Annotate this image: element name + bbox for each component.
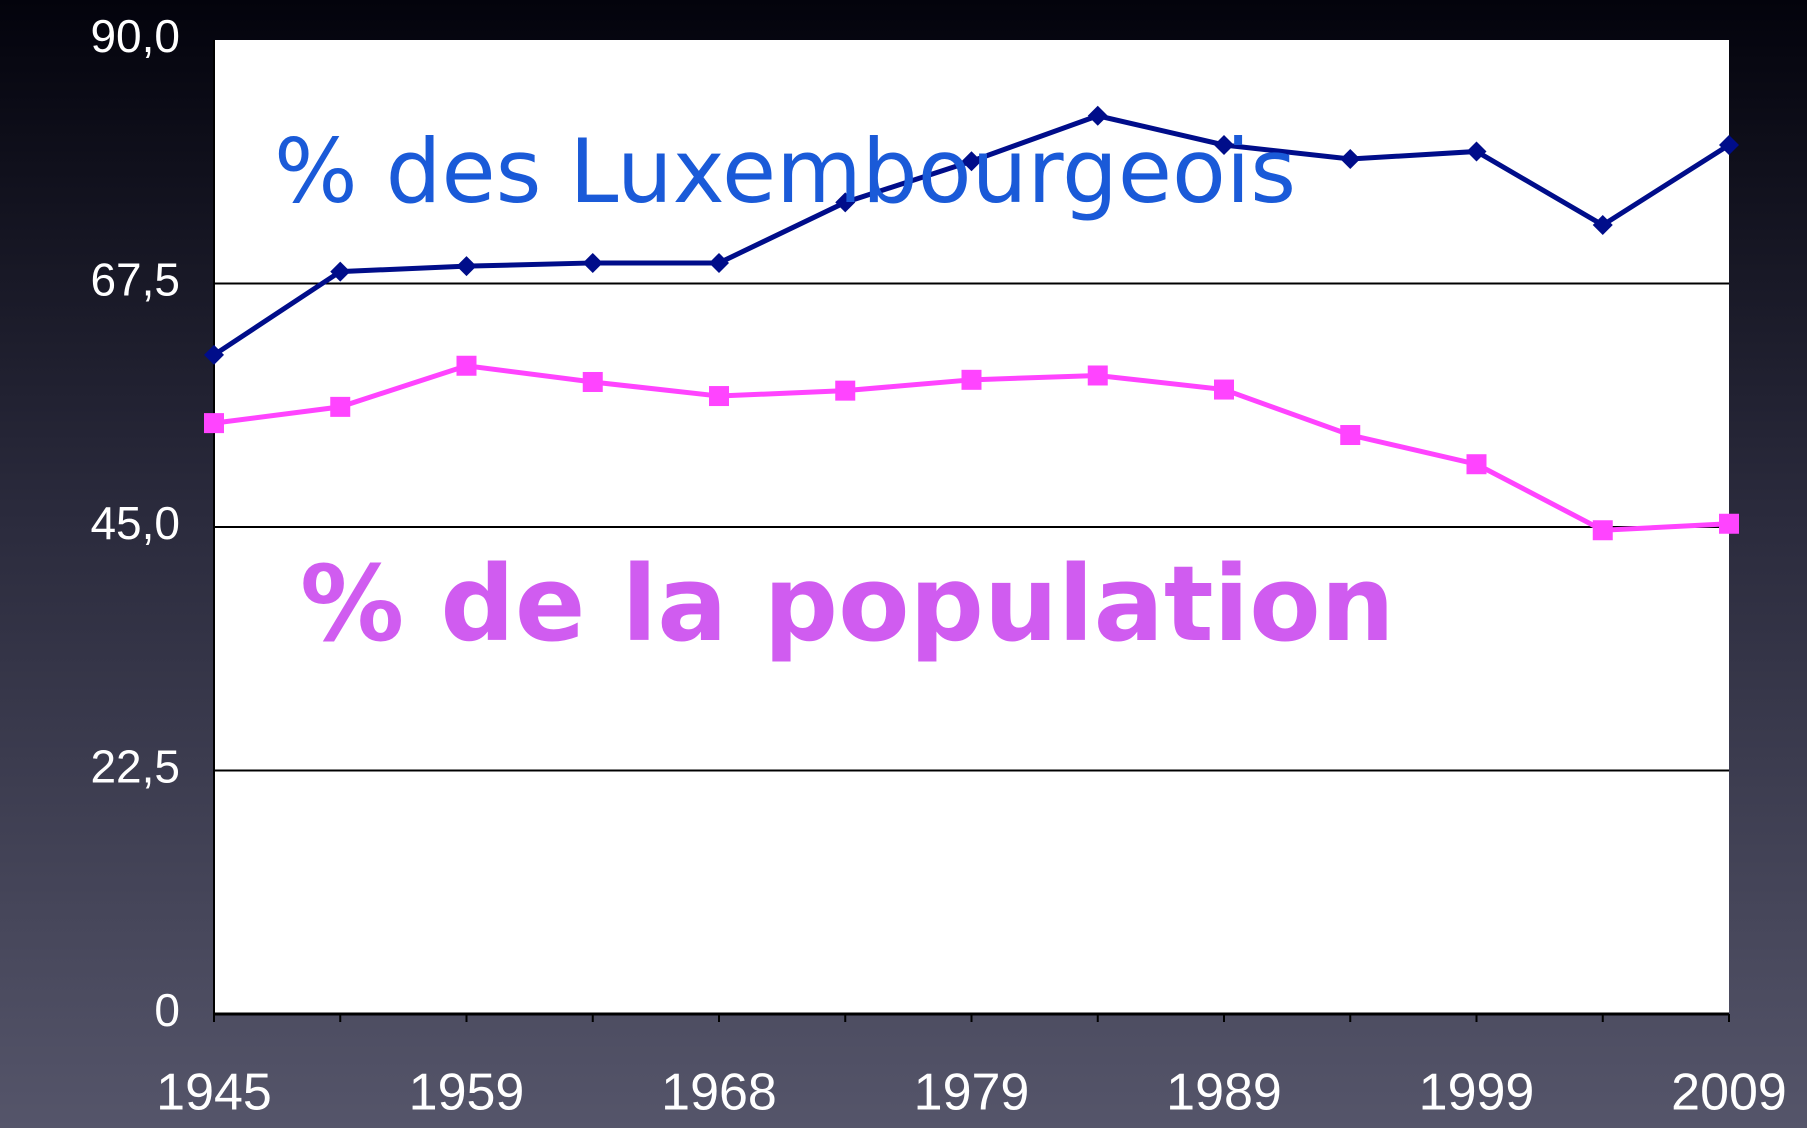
marker xyxy=(1340,425,1361,446)
x-tick-label: 1999 xyxy=(1419,1064,1535,1122)
marker xyxy=(1719,513,1739,534)
x-tick-label: 1989 xyxy=(1166,1064,1282,1122)
marker xyxy=(456,256,477,277)
x-tick-label: 2009 xyxy=(1671,1064,1787,1122)
marker xyxy=(1592,520,1613,541)
marker xyxy=(1087,365,1108,386)
marker xyxy=(1592,215,1613,236)
marker xyxy=(1214,134,1234,155)
marker xyxy=(835,192,856,213)
marker xyxy=(835,380,856,401)
marker xyxy=(1340,149,1361,170)
y-tick-label: 22,5 xyxy=(90,741,180,793)
y-tick-label: 67,5 xyxy=(90,254,180,306)
y-tick-label: 0 xyxy=(154,984,180,1036)
marker xyxy=(1466,141,1487,162)
y-tick-label: 90,0 xyxy=(90,10,180,62)
marker xyxy=(961,151,982,172)
marker xyxy=(330,261,351,282)
marker xyxy=(1214,379,1234,400)
x-tick-label: 1979 xyxy=(914,1064,1030,1122)
marker xyxy=(1087,105,1108,126)
y-tick-label: 45,0 xyxy=(90,497,180,549)
marker xyxy=(709,386,729,407)
x-tick-label: 1968 xyxy=(661,1064,777,1122)
x-tick-label: 1959 xyxy=(409,1064,525,1122)
marker xyxy=(204,413,224,434)
marker xyxy=(709,252,729,273)
series-annotation: % de la population xyxy=(300,543,1395,665)
marker xyxy=(204,344,224,365)
marker xyxy=(582,252,603,273)
marker xyxy=(456,355,477,376)
marker xyxy=(582,371,603,392)
marker xyxy=(961,369,982,390)
marker xyxy=(330,396,351,417)
x-tick-label: 1945 xyxy=(156,1064,272,1122)
series-annotation: % des Luxembourgeois xyxy=(274,120,1296,223)
marker xyxy=(1719,134,1739,155)
marker xyxy=(1466,454,1487,475)
